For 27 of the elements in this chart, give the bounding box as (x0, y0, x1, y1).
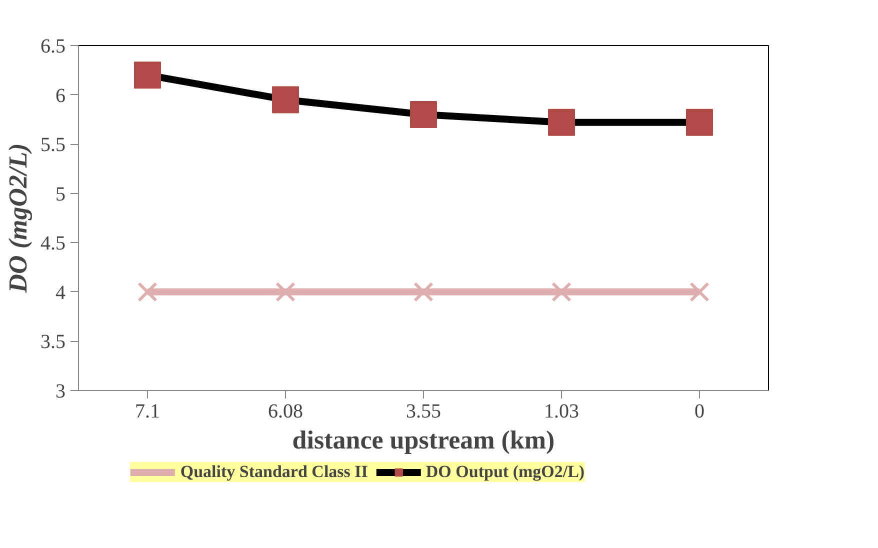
point (410, 101, 437, 128)
y-tick-label: 5.5 (40, 134, 66, 156)
y-tick-label: 5 (56, 183, 66, 206)
point (690, 282, 710, 302)
y-tick-label: 3 (56, 380, 66, 402)
x-tick-label: 0 (694, 400, 704, 422)
point (414, 282, 434, 302)
point (548, 108, 575, 136)
point (138, 282, 158, 302)
y-tick-label: 4.5 (40, 232, 66, 255)
point (686, 108, 713, 136)
legend-label: DO Output (mgO2/L) (426, 462, 585, 482)
y-tick-label: 3.5 (40, 331, 66, 354)
y-axis-title: DO (mgO2/L) (4, 143, 32, 294)
y-tick-label: 6.5 (40, 36, 66, 58)
y-tick-label: 4 (56, 282, 66, 304)
y-tick-label: 6 (56, 84, 66, 107)
x-tick-label: 6.08 (268, 400, 303, 422)
legend-label: Quality Standard Class II (180, 462, 368, 482)
x-tick-label: 7.1 (135, 400, 160, 422)
point (272, 86, 299, 114)
x-tick-label: 3.55 (406, 400, 441, 422)
x-tick-label: 1.03 (544, 400, 579, 422)
point (134, 62, 161, 89)
point (276, 282, 296, 302)
point (552, 282, 572, 302)
x-axis-title: distance upstream (km) (292, 426, 555, 454)
